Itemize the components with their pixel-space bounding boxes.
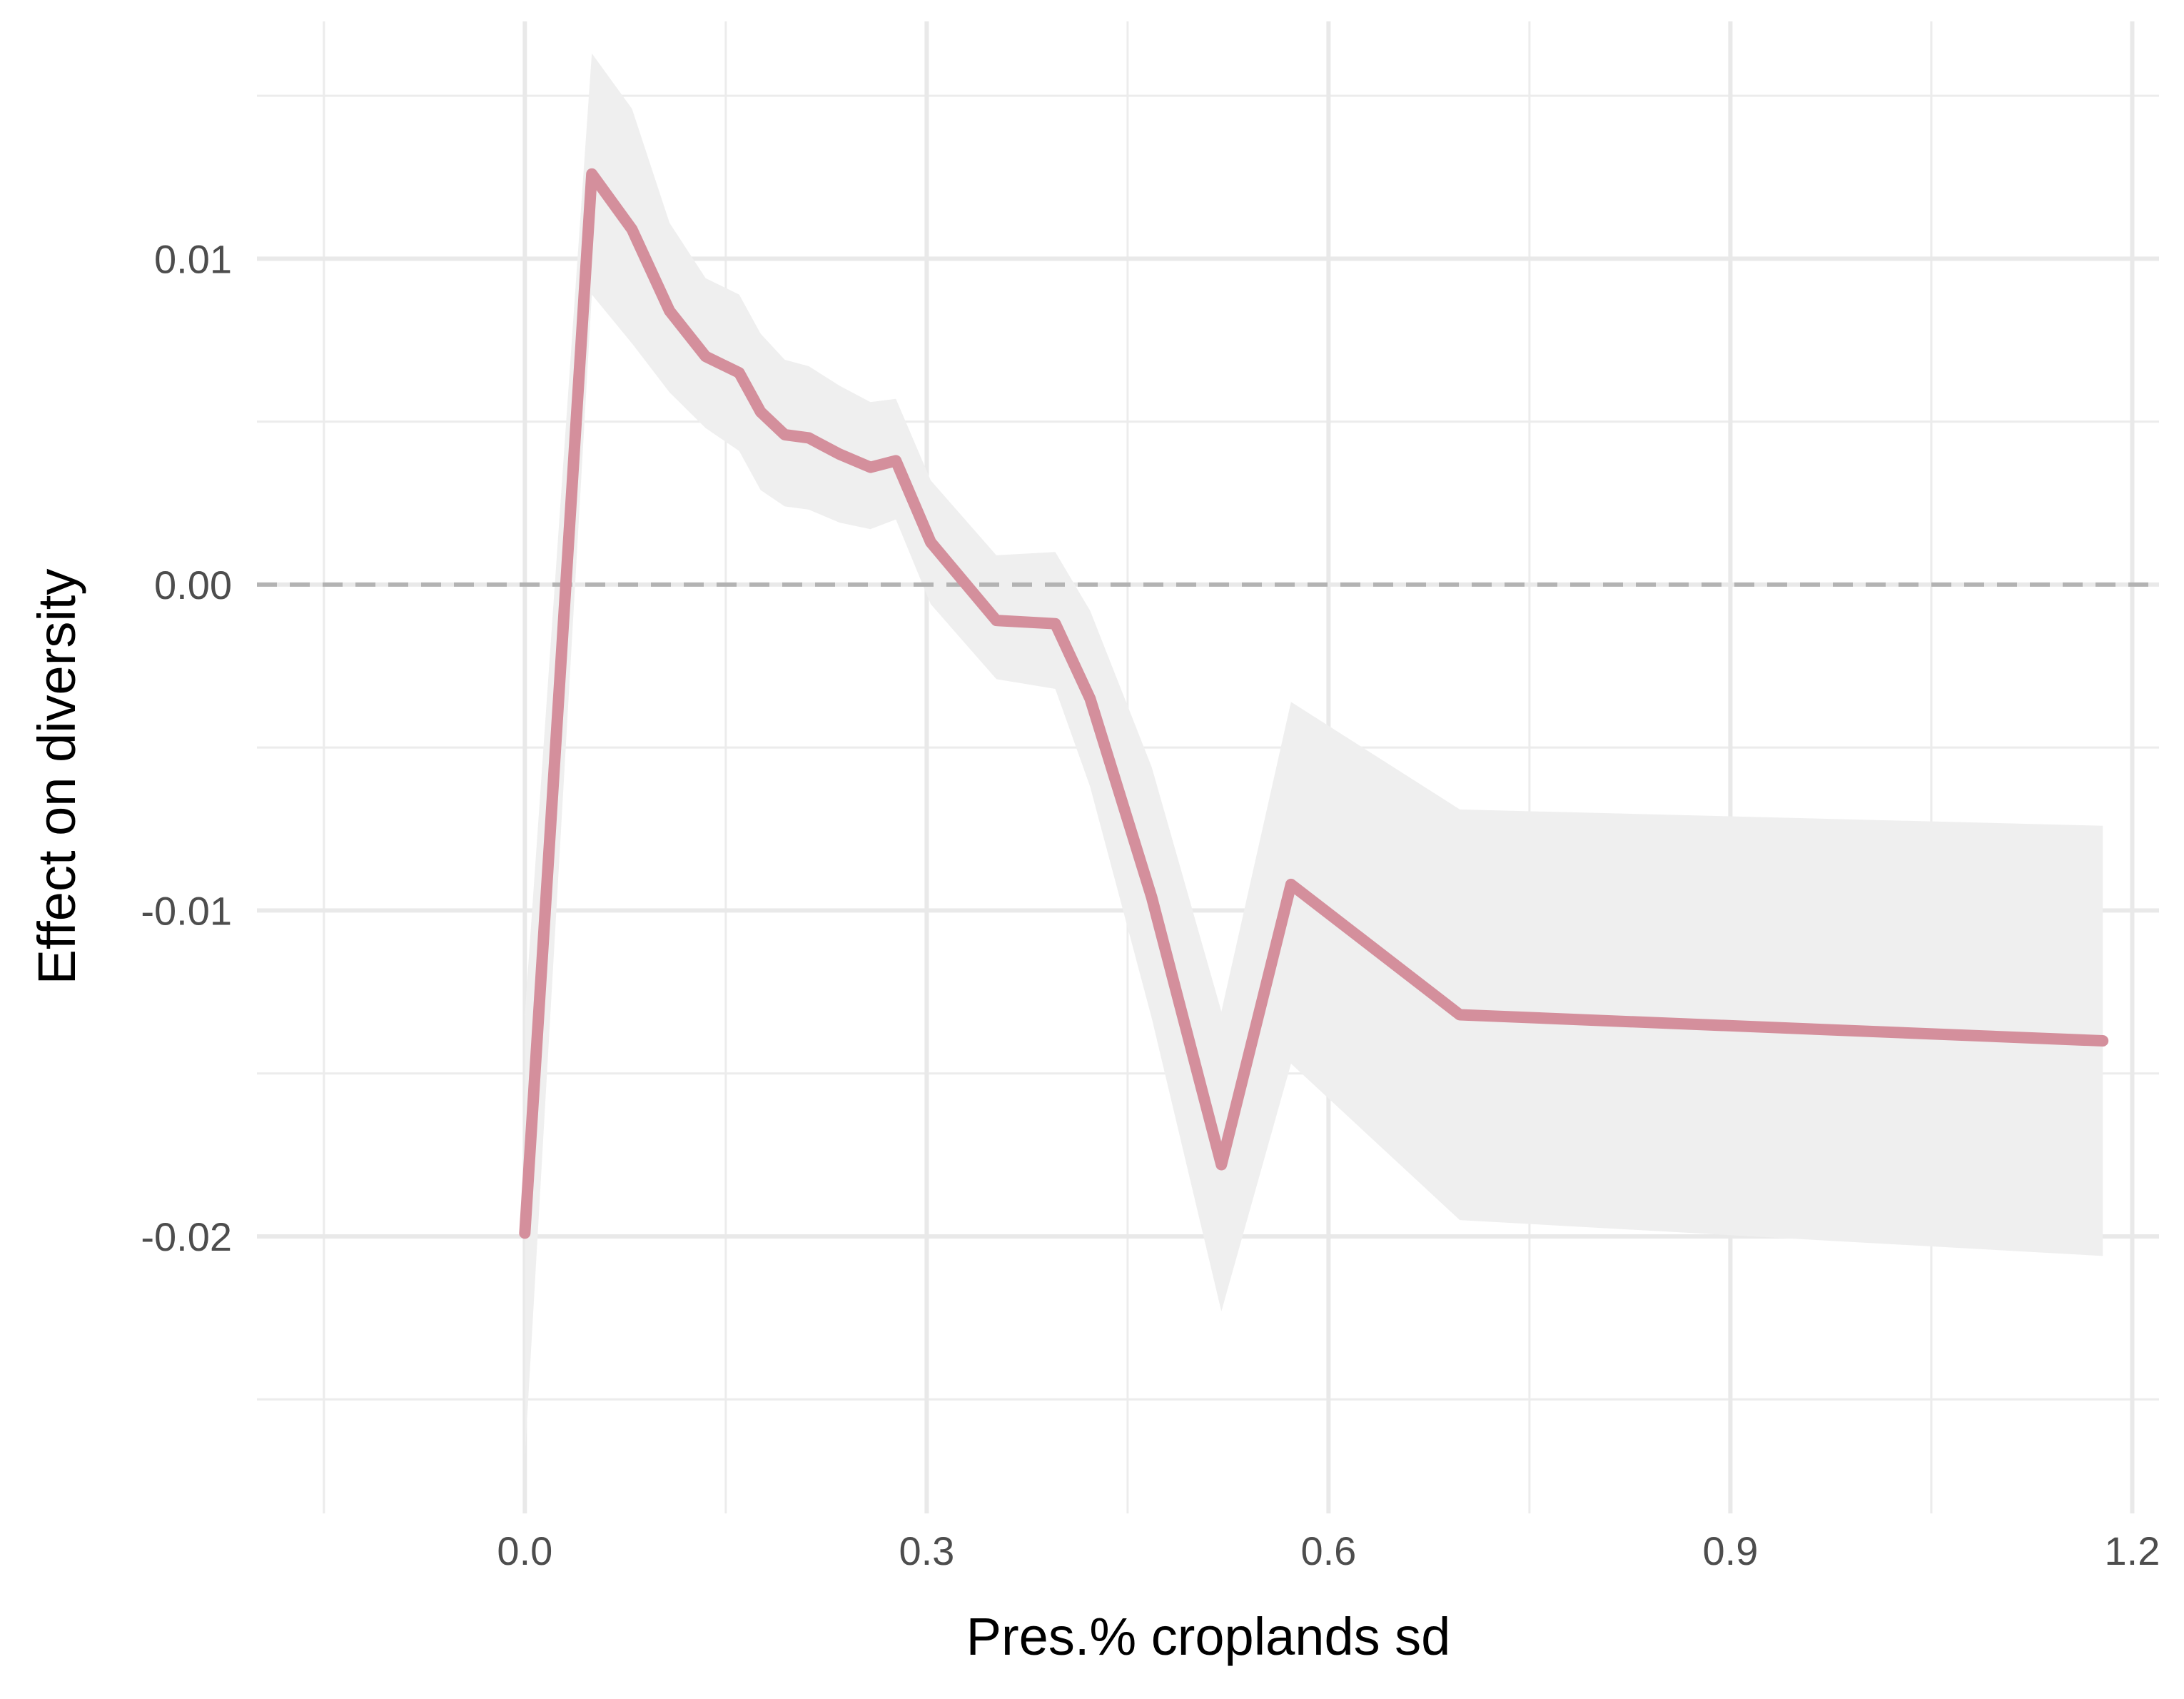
y-axis-title: Effect on diversity	[27, 569, 86, 985]
y-tick-labels: 0.01 0.00 -0.01 -0.02	[141, 236, 232, 1259]
x-tick-label: 0.6	[1300, 1528, 1356, 1573]
y-tick-label: 0.01	[154, 236, 232, 281]
x-tick-labels: 0.0 0.3 0.6 0.9 1.2	[497, 1528, 2160, 1573]
y-tick-label: -0.02	[141, 1214, 232, 1259]
series-line	[519, 168, 2109, 1239]
confidence-band	[525, 53, 2103, 1458]
x-tick-label: 0.0	[497, 1528, 552, 1573]
y-tick-label: 0.00	[154, 563, 232, 607]
x-tick-label: 1.2	[2105, 1528, 2160, 1573]
confidence-band-layer	[525, 53, 2103, 1458]
series-line-layer	[519, 168, 2109, 1239]
x-axis-title: Pres.% croplands sd	[966, 1607, 1451, 1666]
x-tick-label: 0.9	[1703, 1528, 1759, 1573]
y-tick-label: -0.01	[141, 888, 232, 933]
x-tick-label: 0.3	[899, 1528, 954, 1573]
